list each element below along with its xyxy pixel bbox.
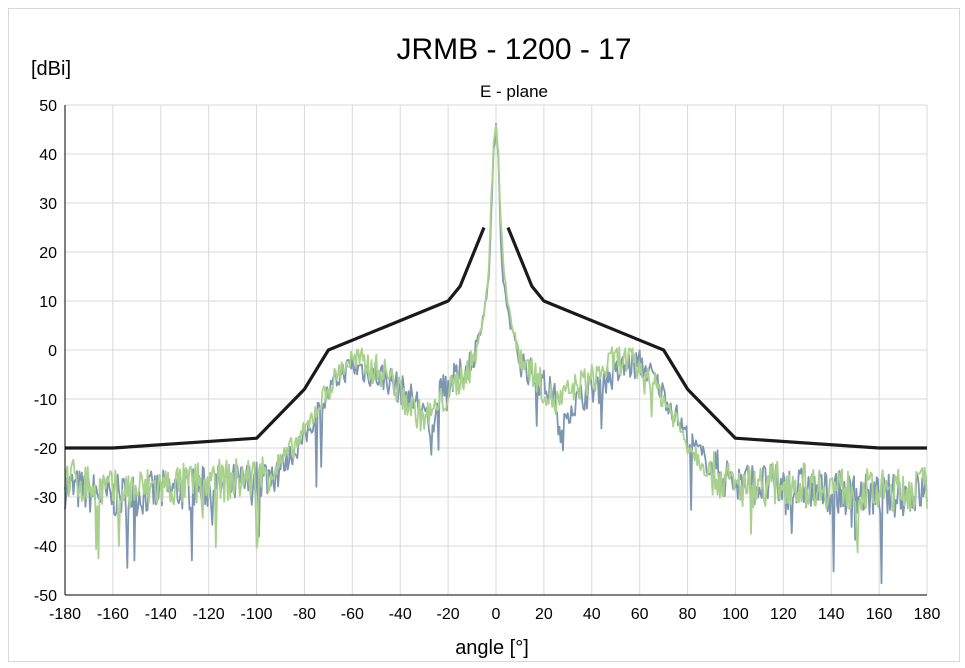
y-tick-label: 20 xyxy=(39,245,57,262)
y-tick-label: 30 xyxy=(39,196,57,213)
x-tick-label: 60 xyxy=(631,606,649,623)
x-tick-label: -160 xyxy=(97,606,129,623)
x-tick-label: -180 xyxy=(49,606,81,623)
y-tick-label: 10 xyxy=(39,294,57,311)
tick-labels: -180 -160 -140 -120 -100 -80 -60 -40 -20 0 20 40 60 8… xyxy=(34,98,941,623)
x-tick-label: -20 xyxy=(437,606,460,623)
chart-svg: JRMB - 1200 - 17 E - plane [dBi] angle [… xyxy=(31,33,941,659)
envelope-series-line xyxy=(65,226,486,450)
chart-subtitle: E - plane xyxy=(480,82,548,101)
y-tick-label: -30 xyxy=(34,490,57,507)
axis-layer xyxy=(64,105,927,596)
x-tick-label: 20 xyxy=(535,606,553,623)
envelope-series-line xyxy=(506,226,927,450)
y-axis-label: [dBi] xyxy=(31,58,71,80)
x-tick-label: 80 xyxy=(679,606,697,623)
x-tick-label: -100 xyxy=(241,606,273,623)
grid-layer xyxy=(64,104,928,596)
y-tick-label: -50 xyxy=(34,588,57,605)
y-tick-label: 40 xyxy=(39,147,57,164)
x-tick-label: -40 xyxy=(389,606,412,623)
x-tick-label: -120 xyxy=(193,606,225,623)
x-tick-label: 0 xyxy=(492,606,501,623)
x-tick-label: 180 xyxy=(914,606,941,623)
y-tick-label: -20 xyxy=(34,441,57,458)
x-tick-label: 120 xyxy=(770,606,797,623)
measured-series-line xyxy=(64,124,928,560)
x-tick-label: 40 xyxy=(583,606,601,623)
y-tick-label: -10 xyxy=(34,392,57,409)
x-tick-label: -60 xyxy=(341,606,364,623)
series-layer xyxy=(64,123,928,585)
chart-title: JRMB - 1200 - 17 xyxy=(396,33,631,66)
x-tick-label: 100 xyxy=(722,606,749,623)
x-tick-label: -80 xyxy=(293,606,316,623)
x-tick-label: 160 xyxy=(866,606,893,623)
x-tick-label: -140 xyxy=(145,606,177,623)
y-tick-label: 50 xyxy=(39,98,57,115)
chart-frame: JRMB - 1200 - 17 E - plane [dBi] angle [… xyxy=(8,8,960,662)
y-tick-label: 0 xyxy=(48,343,57,360)
x-tick-label: 140 xyxy=(818,606,845,623)
x-axis-label: angle [°] xyxy=(455,637,529,659)
y-tick-label: -40 xyxy=(34,539,57,556)
